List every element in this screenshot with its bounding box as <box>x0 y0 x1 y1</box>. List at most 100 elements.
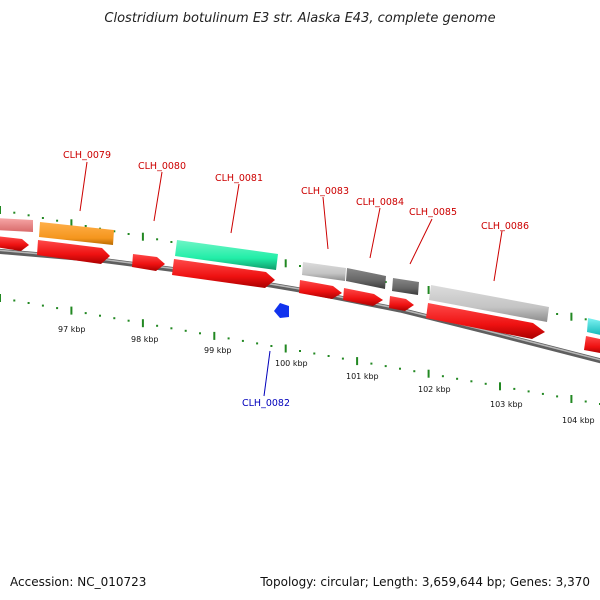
scale-label: 104 kbp <box>562 416 595 425</box>
gene-block-teal <box>175 240 278 270</box>
gene-label: CLH_0083 <box>301 186 349 197</box>
gene-block-dgray-2 <box>392 278 419 295</box>
tick-mark <box>499 382 501 391</box>
accession-text: Accession: NC_010723 <box>10 575 146 589</box>
tick-mark <box>56 219 59 222</box>
tick-mark <box>113 230 116 233</box>
tick-mark <box>513 387 516 390</box>
tick-mark <box>56 307 59 310</box>
gene-labels: CLH_0079 CLH_0080 CLH_0081 CLH_0083 CLH_… <box>63 150 529 409</box>
gene-label: CLH_0085 <box>409 207 457 218</box>
gene-block-orange <box>39 222 114 245</box>
tick-mark <box>13 211 16 214</box>
tick-mark <box>141 319 144 328</box>
genome-summary-text: Topology: circular; Length: 3,659,644 bp… <box>259 575 590 589</box>
gene-arrow <box>426 303 545 339</box>
scale-labels: 97 kbp 98 kbp 99 kbp 100 kbp 101 kbp 102… <box>58 325 595 425</box>
scale-label: 98 kbp <box>131 335 159 344</box>
tick-mark <box>70 306 73 315</box>
gene-block-dgray-1 <box>346 268 386 289</box>
scale-label: 101 kbp <box>346 372 379 381</box>
tick-mark <box>170 241 173 243</box>
gene-label: CLH_0086 <box>481 221 529 232</box>
tick-mark <box>313 352 316 355</box>
tick-mark <box>170 327 173 330</box>
tick-mark <box>41 217 44 219</box>
tick-mark <box>270 345 273 347</box>
tick-mark <box>127 233 130 235</box>
gene-label: CLH_0082 <box>242 398 290 409</box>
tick-mark <box>456 377 459 380</box>
scale-label: 100 kbp <box>275 359 308 368</box>
tick-mark <box>556 395 559 398</box>
tick-mark <box>41 304 44 307</box>
tick-mark <box>156 324 159 327</box>
tick-mark <box>441 375 444 378</box>
tick-mark <box>227 337 230 340</box>
gene-block-gray-1 <box>302 262 346 281</box>
tick-mark <box>0 294 1 302</box>
tick-mark <box>84 225 87 227</box>
gene-arrow <box>389 296 414 311</box>
tick-mark <box>584 400 587 403</box>
tick-mark <box>470 380 473 383</box>
top-strand-genes <box>0 218 600 335</box>
map-title: Clostridium botulinum E3 str. Alaska E43… <box>104 11 495 26</box>
gene-label: CLH_0081 <box>215 173 263 184</box>
gene-label: CLH_0084 <box>356 197 404 208</box>
gene-block-cyan <box>587 318 600 335</box>
tick-mark <box>27 214 30 217</box>
scale-label: 103 kbp <box>490 400 523 409</box>
gene-arrows <box>0 236 600 354</box>
tick-mark <box>356 357 359 366</box>
tick-mark <box>241 339 244 342</box>
tick-mark <box>413 370 416 373</box>
tick-mark <box>570 395 573 403</box>
gene-arrow <box>172 259 275 288</box>
gene-arrow <box>132 254 165 271</box>
label-leaders <box>79 161 503 397</box>
gene-arrow-blue <box>274 303 289 318</box>
tick-mark <box>556 313 559 315</box>
tick-mark <box>584 318 587 321</box>
gene-label: CLH_0079 <box>63 150 111 161</box>
tick-mark <box>213 331 216 340</box>
tick-mark <box>141 232 144 241</box>
tick-mark <box>484 382 487 385</box>
tick-mark <box>427 286 430 294</box>
tick-mark <box>341 357 344 360</box>
gene-arrow <box>584 336 600 354</box>
tick-mark <box>541 392 544 395</box>
tick-mark <box>113 317 116 320</box>
gene-arrow <box>343 288 383 306</box>
gene-arrow <box>0 236 29 251</box>
tick-mark <box>370 362 373 365</box>
gene-block-pink <box>0 218 33 232</box>
tick-mark <box>27 302 30 304</box>
gene-block-gray-2 <box>429 285 549 322</box>
scale-label: 97 kbp <box>58 325 86 334</box>
tick-mark <box>127 319 130 322</box>
gene-arrow <box>37 240 110 264</box>
tick-mark <box>84 312 87 315</box>
tick-mark <box>156 238 159 241</box>
gene-label: CLH_0080 <box>138 161 186 172</box>
tick-mark <box>570 312 573 321</box>
tick-mark <box>99 314 101 317</box>
tick-mark <box>299 350 301 352</box>
tick-mark <box>284 259 287 268</box>
tick-mark <box>199 332 201 335</box>
scale-label: 99 kbp <box>204 346 232 355</box>
scale-tick-row <box>0 294 600 405</box>
tick-mark <box>70 219 73 228</box>
tick-mark <box>256 342 259 345</box>
tick-mark <box>384 281 387 283</box>
tick-mark <box>399 367 401 370</box>
tick-mark <box>427 369 430 378</box>
gene-arrow <box>299 280 342 299</box>
tick-mark <box>284 344 287 353</box>
tick-mark <box>184 329 187 332</box>
tick-mark <box>0 206 1 214</box>
tick-mark <box>527 390 530 393</box>
